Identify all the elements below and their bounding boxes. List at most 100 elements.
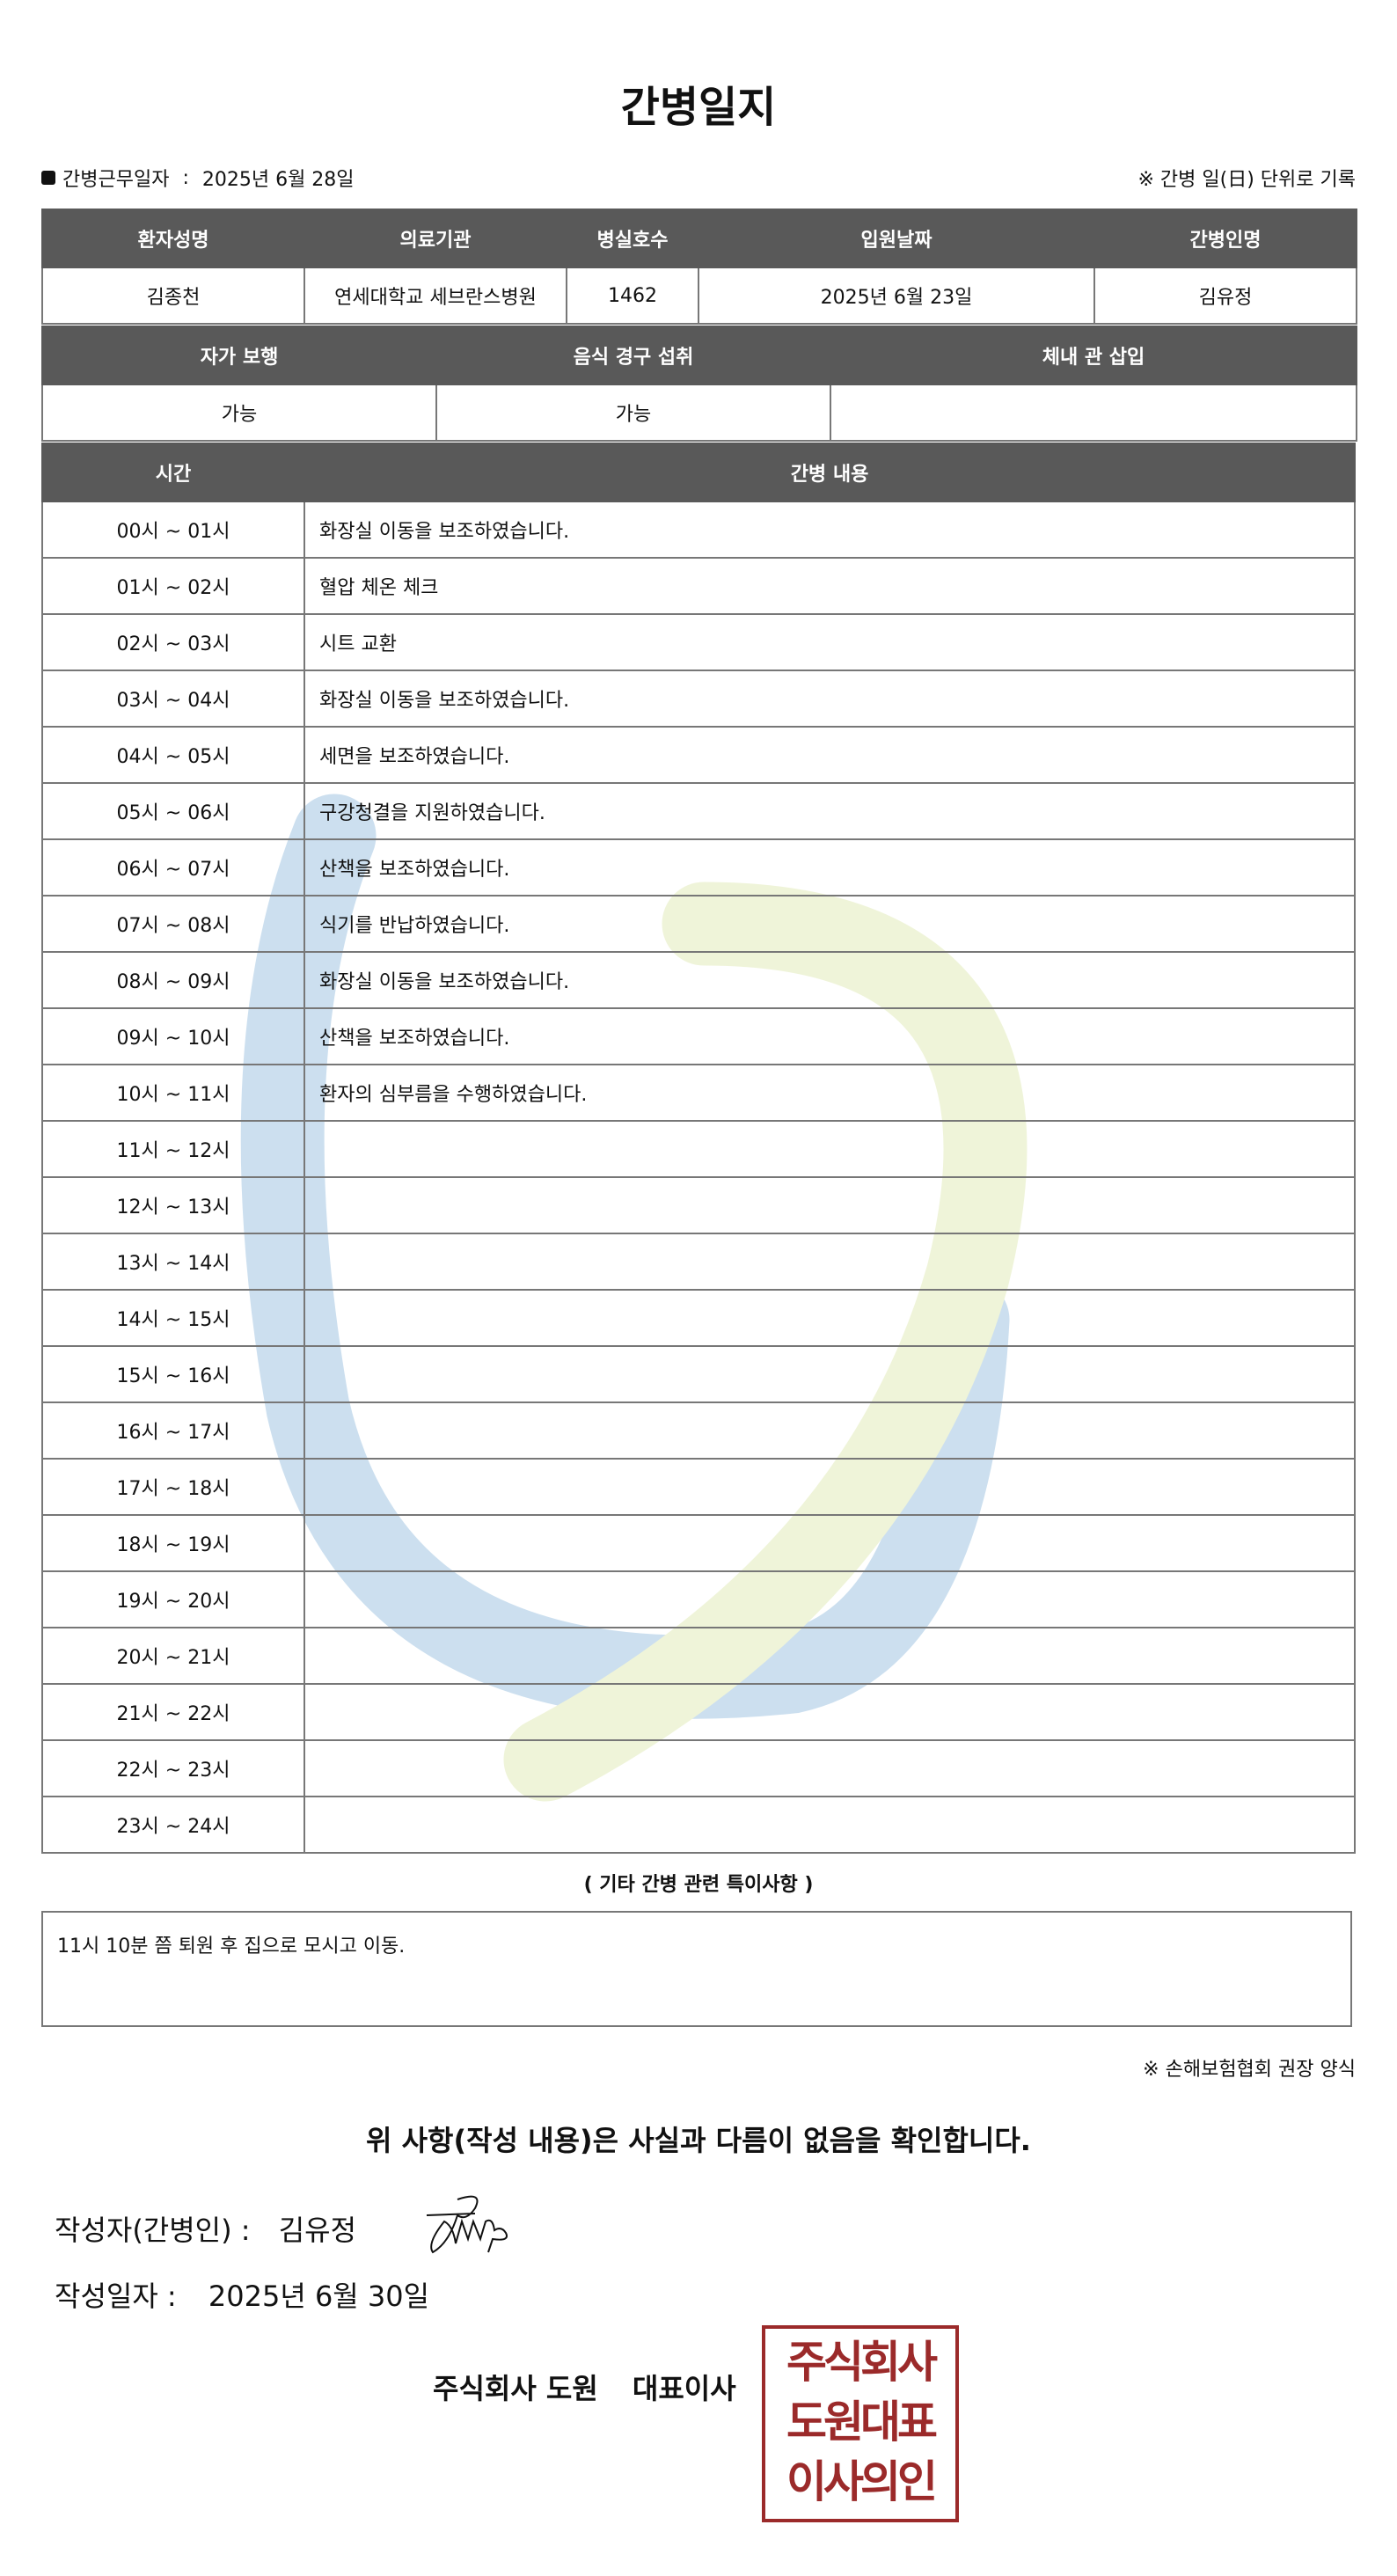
admission-date: 2025년 6월 23일 [698,267,1095,325]
table-row: 20시 ~ 21시 [41,1627,1356,1685]
care-content: 세면을 보조하였습니다. [304,726,1356,784]
patient-name: 김종천 [41,267,305,325]
table-row: 11시 ~ 12시 [41,1120,1356,1178]
time-slot: 19시 ~ 20시 [41,1570,305,1628]
care-content [304,1796,1356,1854]
table-row: 00시 ~ 01시 화장실 이동을 보조하였습니다. [41,501,1356,559]
duty-date: 간병근무일자 : 2025년 6월 28일 [41,164,355,192]
table-row: 10시 ~ 11시 환자의 심부름을 수행하였습니다. [41,1064,1356,1122]
time-slot: 02시 ~ 03시 [41,613,305,671]
tube-value [830,384,1357,442]
seal-line: 이사의인 [786,2456,938,2507]
header-content: 간병 내용 [304,443,1356,502]
author-name: 김유정 [278,2214,357,2247]
company-name: 주식회사 도원 [433,2372,598,2405]
walking-value: 가능 [41,384,437,442]
patient-table: 환자성명 의료기관 병실호수 입원날짜 간병인명 김종천 연세대학교 세브란스병… [41,209,1357,325]
time-slot: 17시 ~ 18시 [41,1458,305,1516]
care-content [304,1570,1356,1628]
table-row: 03시 ~ 04시 화장실 이동을 보조하였습니다. [41,670,1356,728]
duty-date-label: 간병근무일자 [62,169,170,191]
time-slot: 08시 ~ 09시 [41,951,305,1009]
table-row: 06시 ~ 07시 산책을 보조하였습니다. [41,838,1356,896]
care-content: 산책을 보조하였습니다. [304,1007,1356,1065]
care-content: 화장실 이동을 보조하였습니다. [304,501,1356,559]
notes-box: 11시 10분 쯤 퇴원 후 집으로 모시고 이동. [41,1911,1352,2027]
care-content [304,1176,1356,1234]
header-admission-date: 입원날짜 [698,209,1095,268]
signature [426,2195,508,2254]
written-date: 2025년 6월 30일 [208,2280,430,2313]
table-row: 18시 ~ 19시 [41,1514,1356,1572]
time-slot: 07시 ~ 08시 [41,895,305,953]
caregiver-name: 김유정 [1093,267,1357,325]
care-content: 구강청결을 지원하였습니다. [304,782,1356,840]
time-slot: 18시 ~ 19시 [41,1514,305,1572]
header-time: 시간 [41,443,305,502]
company-seal: 주식회사 도원대표 이사의인 [762,2325,959,2522]
header-oral-intake: 음식 경구 섭취 [435,326,831,385]
time-slot: 23시 ~ 24시 [41,1796,305,1854]
page-title: 간병일지 [620,83,777,132]
author-line: 작성자(간병인) : 김유정 [55,2208,356,2249]
unit-note: ※ 간병 일(日) 단위로 기록 [1137,169,1357,191]
header-room: 병실호수 [566,209,699,268]
time-slot: 10시 ~ 11시 [41,1064,305,1122]
care-content [304,1345,1356,1403]
time-slot: 22시 ~ 23시 [41,1739,305,1797]
table-row: 13시 ~ 14시 [41,1233,1356,1291]
time-slot: 05시 ~ 06시 [41,782,305,840]
confirmation-statement: 위 사항(작성 내용)은 사실과 다름이 없음을 확인합니다. [366,2124,1031,2157]
care-content [304,1739,1356,1797]
care-content [304,1627,1356,1685]
care-content: 화장실 이동을 보조하였습니다. [304,670,1356,728]
table-row: 22시 ~ 23시 [41,1739,1356,1797]
header-patient-name: 환자성명 [41,209,305,268]
table-row: 19시 ~ 20시 [41,1570,1356,1628]
table-row: 16시 ~ 17시 [41,1401,1356,1460]
care-content [304,1683,1356,1741]
care-content: 산책을 보조하였습니다. [304,838,1356,896]
time-slot: 16시 ~ 17시 [41,1401,305,1460]
status-table: 자가 보행 음식 경구 섭취 체내 관 삽입 가능 가능 [41,326,1357,442]
company-role: 대표이사 [632,2372,736,2405]
table-row: 07시 ~ 08시 식기를 반납하였습니다. [41,895,1356,953]
time-slot: 15시 ~ 16시 [41,1345,305,1403]
care-log-table: 시간 간병 내용 00시 ~ 01시 화장실 이동을 보조하였습니다. 01시 ~ … [41,443,1356,1854]
care-content [304,1401,1356,1460]
table-row: 15시 ~ 16시 [41,1345,1356,1403]
table-row: 02시 ~ 03시 시트 교환 [41,613,1356,671]
form-note: ※ 손해보험협회 권장 양식 [1143,2059,1356,2081]
written-date-line: 작성일자 : 2025년 6월 30일 [55,2274,429,2315]
time-slot: 21시 ~ 22시 [41,1683,305,1741]
time-slot: 03시 ~ 04시 [41,670,305,728]
time-slot: 01시 ~ 02시 [41,557,305,615]
care-content: 식기를 반납하였습니다. [304,895,1356,953]
table-row: 01시 ~ 02시 혈압 체온 체크 [41,557,1356,615]
bullet-icon [41,171,55,185]
notes-title: ( 기타 간병 관련 특이사항 ) [583,1874,814,1896]
time-slot: 14시 ~ 15시 [41,1289,305,1347]
care-content [304,1289,1356,1347]
time-slot: 00시 ~ 01시 [41,501,305,559]
time-slot: 11시 ~ 12시 [41,1120,305,1178]
table-row: 23시 ~ 24시 [41,1796,1356,1854]
table-row: 05시 ~ 06시 구강청결을 지원하였습니다. [41,782,1356,840]
seal-line: 주식회사 [786,2337,938,2388]
table-row: 08시 ~ 09시 화장실 이동을 보조하였습니다. [41,951,1356,1009]
header-walking: 자가 보행 [41,326,437,385]
header-caregiver: 간병인명 [1093,209,1357,268]
author-label: 작성자(간병인) : [55,2214,251,2247]
care-content [304,1120,1356,1178]
care-content: 시트 교환 [304,613,1356,671]
table-row: 04시 ~ 05시 세면을 보조하였습니다. [41,726,1356,784]
colon: : [176,166,195,189]
table-row: 12시 ~ 13시 [41,1176,1356,1234]
time-slot: 06시 ~ 07시 [41,838,305,896]
care-content: 화장실 이동을 보조하였습니다. [304,951,1356,1009]
room-number: 1462 [566,267,699,325]
care-content [304,1458,1356,1516]
header-hospital: 의료기관 [304,209,567,268]
company-line: 주식회사 도원 대표이사 [433,2367,736,2407]
time-slot: 12시 ~ 13시 [41,1176,305,1234]
